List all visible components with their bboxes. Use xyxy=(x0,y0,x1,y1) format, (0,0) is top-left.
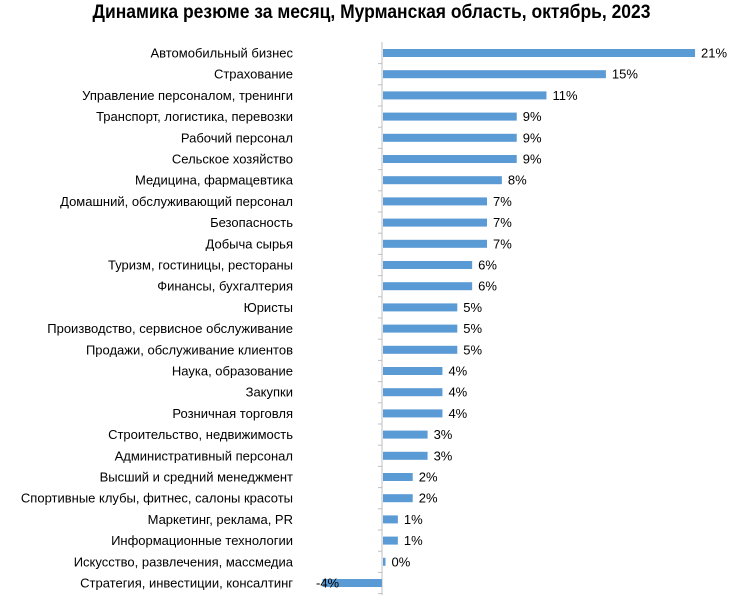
data-label: 5% xyxy=(463,342,482,357)
bar xyxy=(383,239,488,248)
category-label: Управление персоналом, тренинги xyxy=(82,88,293,103)
data-label: 11% xyxy=(552,88,577,103)
data-label: 9% xyxy=(523,152,542,167)
category-label: Медицина, фармацевтика xyxy=(135,173,294,188)
category-label: Туризм, гостиницы, рестораны xyxy=(108,258,293,273)
bar xyxy=(383,49,696,57)
data-label: 5% xyxy=(463,321,482,336)
data-label: 2% xyxy=(419,470,438,485)
category-label: Информационные технологии xyxy=(111,533,293,548)
category-label: Рабочий персонал xyxy=(181,130,293,145)
data-label: 4% xyxy=(448,364,467,379)
data-label: 7% xyxy=(493,215,512,230)
bar xyxy=(383,261,473,269)
data-label: 9% xyxy=(523,109,542,124)
data-label: 8% xyxy=(508,173,527,188)
data-label: 3% xyxy=(434,448,453,463)
data-label: 1% xyxy=(404,533,423,548)
bar xyxy=(383,515,398,524)
category-label: Автомобильный бизнес xyxy=(150,46,293,61)
bar xyxy=(383,494,413,503)
bar xyxy=(383,367,443,375)
bar xyxy=(383,70,606,79)
category-label: Административный персонал xyxy=(115,448,293,463)
chart-title: Динамика резюме за месяц, Мурманская обл… xyxy=(92,2,651,23)
data-label: 21% xyxy=(701,46,727,61)
category-label: Производство, сервисное обслуживание xyxy=(47,321,293,336)
data-label: 0% xyxy=(392,554,411,569)
category-label: Транспорт, логистика, перевозки xyxy=(96,109,293,124)
data-label: 2% xyxy=(419,491,438,506)
bar xyxy=(383,324,458,333)
data-label: 1% xyxy=(404,512,423,527)
category-label: Страхование xyxy=(214,67,293,82)
bar xyxy=(383,451,428,460)
bar xyxy=(383,430,428,439)
bar xyxy=(383,133,517,142)
bar xyxy=(383,473,413,481)
bar xyxy=(383,536,398,545)
category-label: Маркетинг, реклама, PR xyxy=(148,512,293,527)
data-label: 5% xyxy=(463,300,482,315)
category-label: Строительство, недвижимость xyxy=(108,427,293,442)
category-label: Финансы, бухгалтерия xyxy=(157,279,293,294)
category-label: Высший и средний менеджмент xyxy=(100,470,293,485)
bar xyxy=(383,282,473,291)
category-label: Стратегия, инвестиции, консалтинг xyxy=(80,576,293,591)
bar xyxy=(383,91,547,100)
category-label: Сельское хозяйство xyxy=(172,152,293,167)
bar xyxy=(383,155,517,163)
data-label: 3% xyxy=(434,427,453,442)
category-label: Продажи, обслуживание клиентов xyxy=(86,342,293,357)
category-label: Добыча сырья xyxy=(206,236,293,251)
bar xyxy=(383,176,502,185)
bar xyxy=(383,345,458,354)
category-label: Домашний, обслуживающий персонал xyxy=(60,194,293,209)
bar xyxy=(383,557,386,566)
data-label: 6% xyxy=(478,258,497,273)
data-label: -4% xyxy=(316,576,340,591)
category-label: Наука, образование xyxy=(172,364,293,379)
bar xyxy=(322,579,382,587)
category-label: Спортивные клубы, фитнес, салоны красоты xyxy=(21,491,293,506)
bar xyxy=(383,112,517,121)
category-label: Юристы xyxy=(244,300,293,315)
data-label: 7% xyxy=(493,194,512,209)
data-label: 4% xyxy=(448,385,467,400)
bar xyxy=(383,409,443,418)
category-label: Розничная торговля xyxy=(172,406,293,421)
bar xyxy=(383,197,488,206)
bar xyxy=(383,303,458,312)
data-label: 7% xyxy=(493,236,512,251)
data-label: 9% xyxy=(523,130,542,145)
category-label: Закупки xyxy=(246,385,293,400)
bar xyxy=(383,218,488,227)
category-label: Безопасность xyxy=(210,215,293,230)
bar xyxy=(383,388,443,397)
data-label: 6% xyxy=(478,279,497,294)
data-label: 4% xyxy=(448,406,467,421)
data-label: 15% xyxy=(612,67,638,82)
category-label: Искусство, развлечения, массмедиа xyxy=(74,554,294,569)
